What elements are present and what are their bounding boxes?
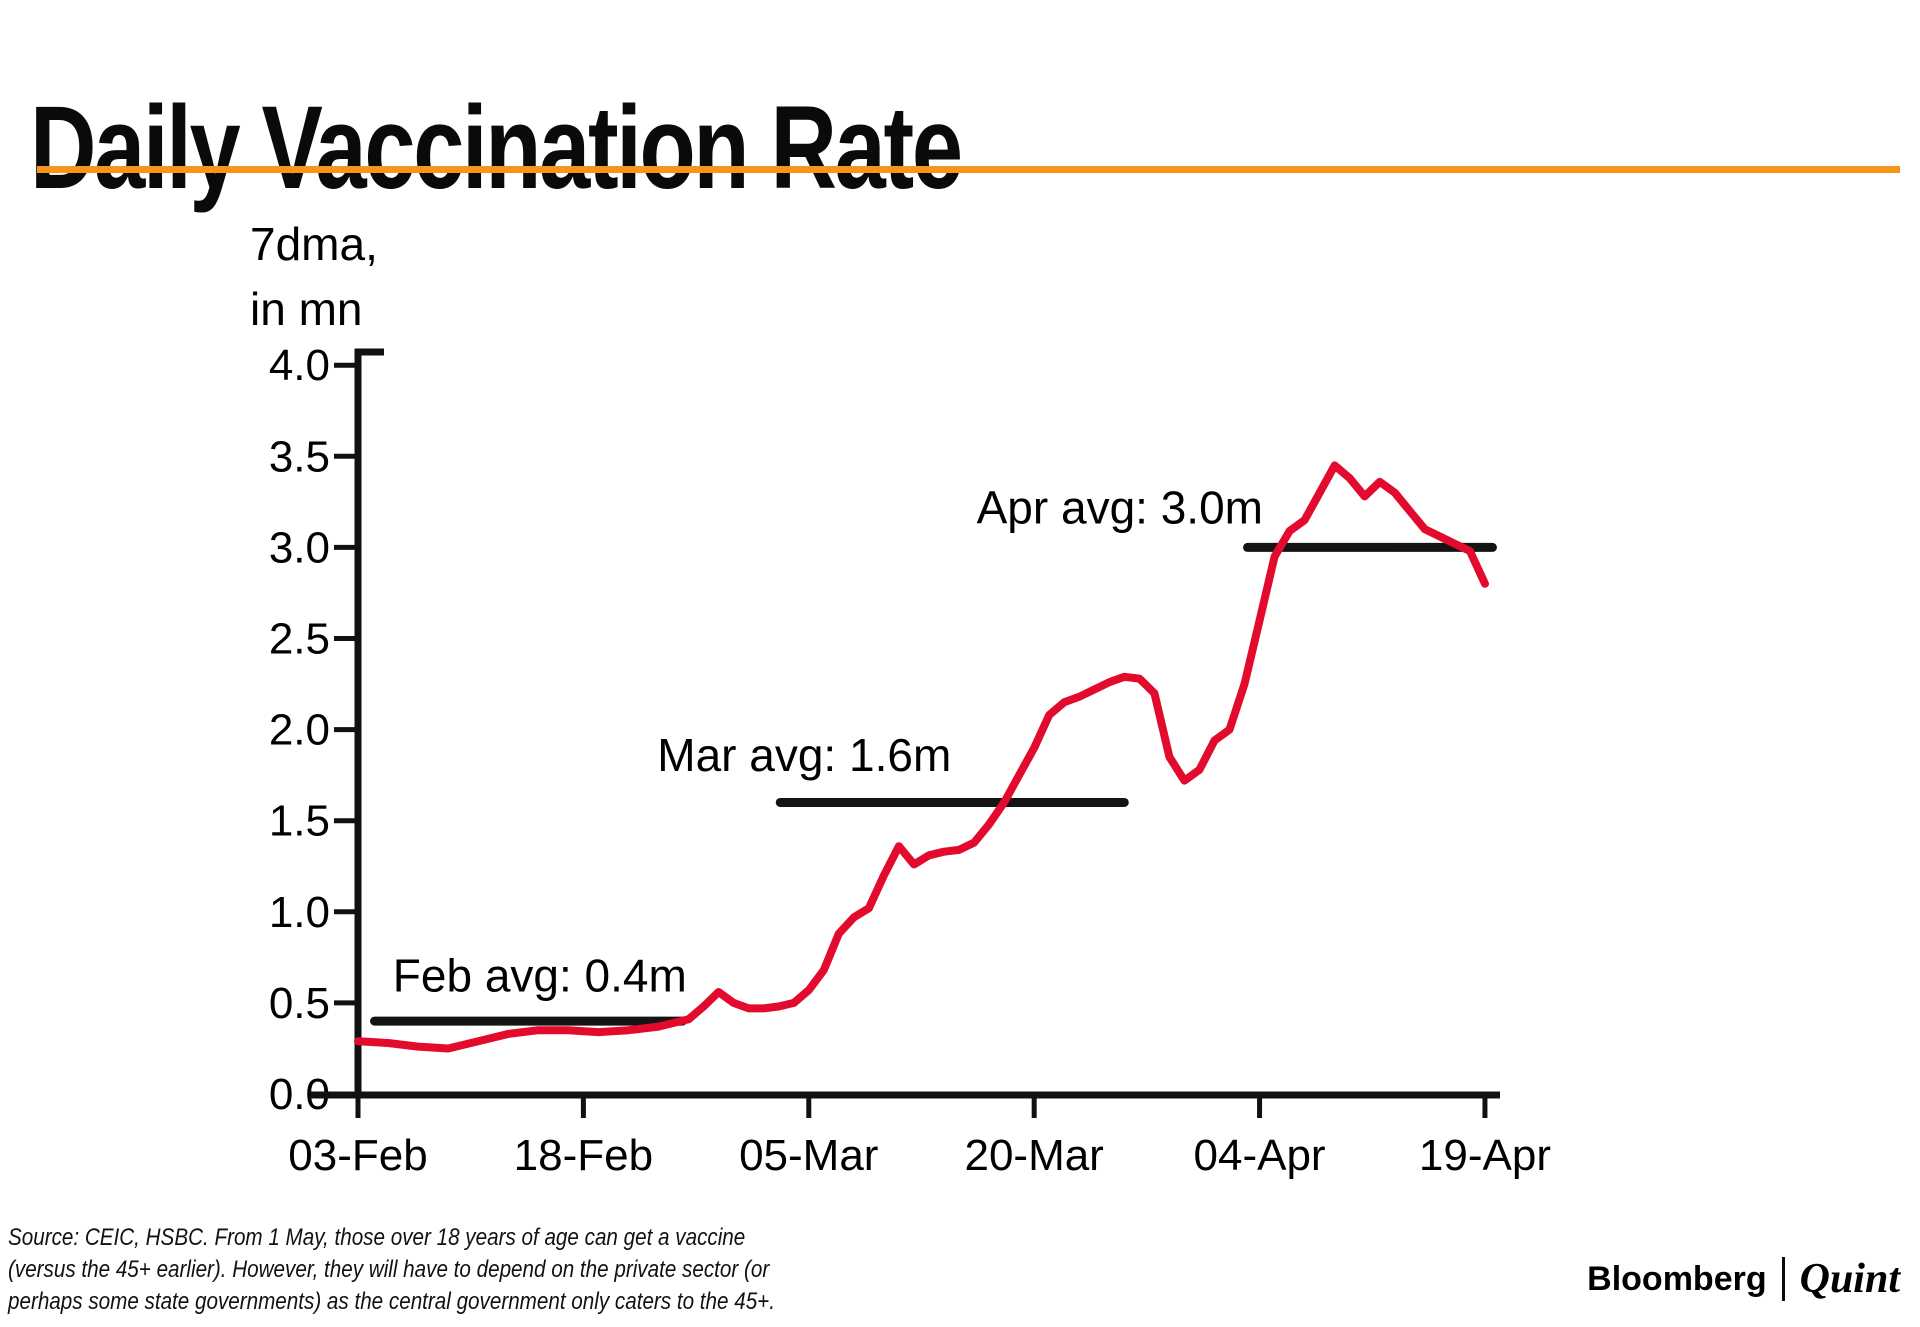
source-note-line: perhaps some state governments) as the c…	[8, 1288, 775, 1315]
x-tick-label: 18-Feb	[514, 1131, 653, 1180]
series-line	[354, 461, 1489, 1053]
y-tick-label: 0.5	[269, 979, 330, 1028]
bloomberg-wordmark: Bloomberg	[1587, 1259, 1767, 1298]
x-tick-label: 20-Mar	[964, 1131, 1103, 1180]
y-tick-label: 4.0	[269, 341, 330, 390]
x-tick-label: 19-Apr	[1419, 1131, 1551, 1180]
y-tick-label: 3.0	[269, 523, 330, 572]
y-axis-unit-line-1: 7dma,	[250, 218, 378, 270]
y-axis	[354, 348, 384, 1098]
y-axis-unit-line-2: in mn	[250, 283, 363, 336]
y-axis-unit-label: 7dma, in mn	[250, 212, 378, 343]
y-tick-label: 1.5	[269, 797, 330, 846]
avg-label: Mar avg: 1.6m	[657, 729, 951, 781]
x-tick-label: 03-Feb	[288, 1131, 427, 1180]
x-tick-label: 04-Apr	[1194, 1131, 1326, 1180]
source-note-line: Source: CEIC, HSBC. From 1 May, those ov…	[8, 1224, 746, 1251]
avg-label: Feb avg: 0.4m	[393, 950, 687, 1002]
y-tick-label: 2.0	[269, 706, 330, 755]
y-tick-label: 3.5	[269, 432, 330, 481]
source-note: Source: CEIC, HSBC. From 1 May, those ov…	[8, 1222, 775, 1318]
y-tick-label: 2.5	[269, 615, 330, 664]
avg-label: Apr avg: 3.0m	[977, 481, 1263, 533]
accent-rule	[37, 166, 1900, 173]
page-title: Daily Vaccination Rate	[30, 82, 963, 215]
y-tick-label: 1.0	[269, 888, 330, 937]
brand-logo: Bloomberg | Quint	[1587, 1254, 1900, 1304]
source-note-line: (versus the 45+ earlier). However, they …	[8, 1256, 770, 1283]
x-tick-label: 05-Mar	[739, 1131, 878, 1180]
brand-separator: |	[1781, 1257, 1785, 1301]
quint-wordmark: Quint	[1799, 1256, 1900, 1302]
